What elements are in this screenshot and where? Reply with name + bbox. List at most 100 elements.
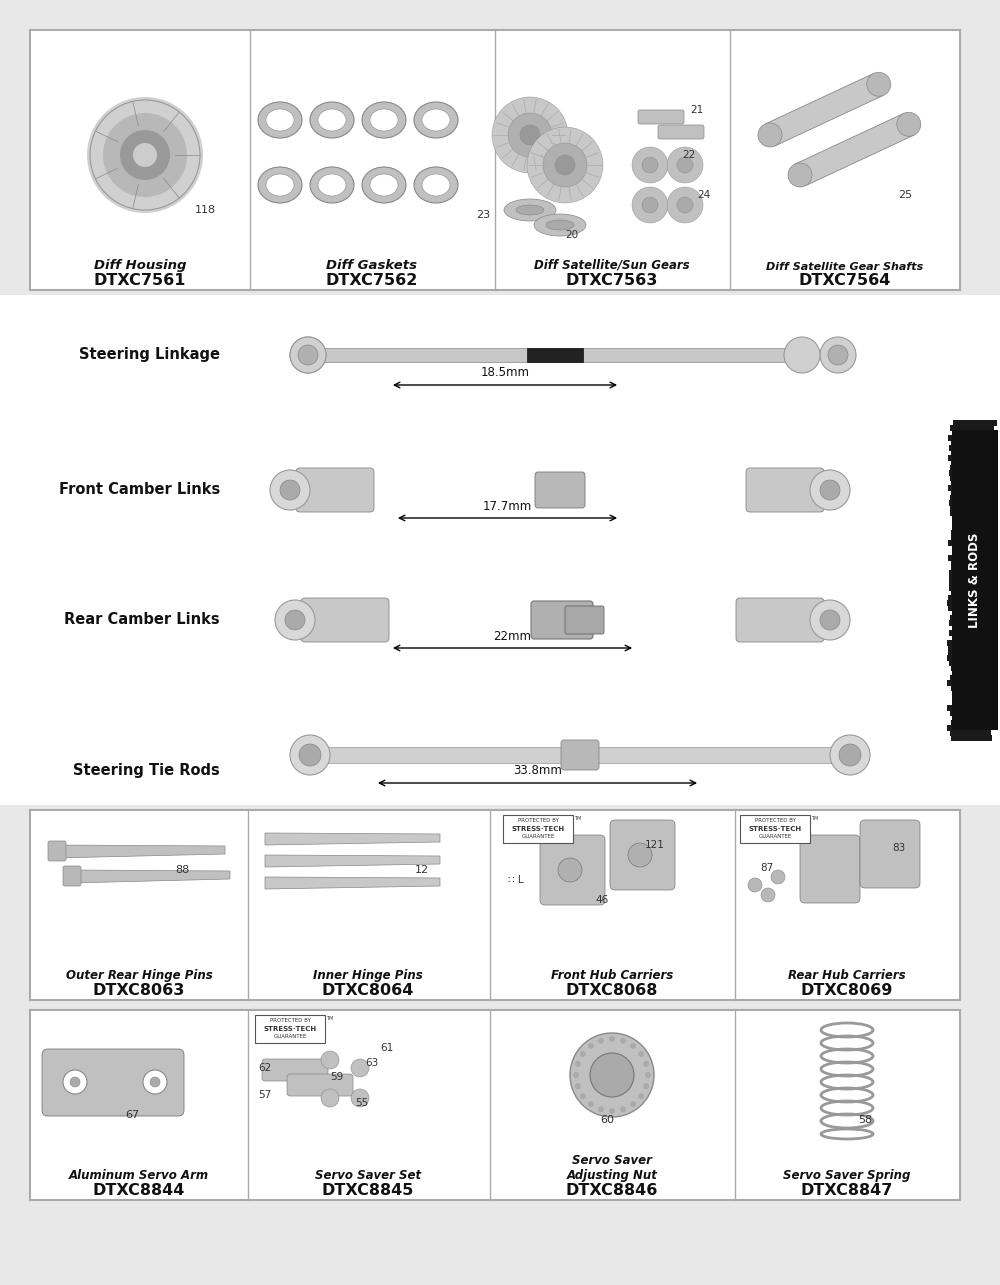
Bar [947, 650, 986, 657]
Bar [948, 630, 990, 636]
FancyBboxPatch shape [531, 601, 593, 639]
Circle shape [677, 197, 693, 213]
Text: 18.5mm: 18.5mm [480, 366, 530, 379]
Text: 22mm: 22mm [494, 630, 532, 642]
Text: 60: 60 [600, 1115, 614, 1124]
FancyBboxPatch shape [301, 598, 389, 642]
Circle shape [555, 155, 575, 175]
Circle shape [580, 1094, 586, 1099]
Circle shape [588, 1043, 594, 1049]
Circle shape [351, 1059, 369, 1077]
Bar [953, 680, 992, 686]
Text: DTXC8846: DTXC8846 [566, 1183, 658, 1198]
Text: 33.8mm: 33.8mm [513, 765, 562, 777]
Bar [950, 436, 993, 441]
Circle shape [290, 337, 326, 373]
Bar [949, 669, 990, 676]
Text: STRESS·TECH: STRESS·TECH [511, 826, 565, 831]
Ellipse shape [266, 109, 294, 131]
Circle shape [820, 481, 840, 500]
FancyBboxPatch shape [296, 468, 374, 511]
Ellipse shape [362, 167, 406, 203]
Ellipse shape [310, 102, 354, 137]
Bar [948, 666, 987, 671]
Circle shape [598, 1106, 604, 1113]
Bar [951, 484, 991, 491]
Bar [951, 635, 993, 641]
Bar [949, 425, 990, 430]
Bar [950, 450, 992, 456]
FancyBboxPatch shape [638, 111, 684, 123]
Ellipse shape [318, 109, 346, 131]
Circle shape [150, 1077, 160, 1087]
FancyBboxPatch shape [48, 840, 66, 861]
Circle shape [630, 1043, 636, 1049]
Text: Servo Saver
Adjusting Nut: Servo Saver Adjusting Nut [567, 1154, 657, 1182]
Circle shape [575, 1083, 581, 1090]
Bar [949, 610, 988, 616]
Text: 12: 12 [415, 865, 429, 875]
Text: 61: 61 [380, 1043, 393, 1052]
Text: 58: 58 [858, 1115, 872, 1124]
FancyBboxPatch shape [860, 820, 920, 888]
Text: Servo Saver Spring: Servo Saver Spring [783, 1169, 911, 1182]
Text: 118: 118 [195, 206, 216, 215]
Text: DTXC8069: DTXC8069 [801, 983, 893, 998]
Polygon shape [795, 113, 914, 186]
Text: DTXC7561: DTXC7561 [94, 272, 186, 288]
Circle shape [761, 888, 775, 902]
Text: Rear Hub Carriers: Rear Hub Carriers [788, 969, 906, 982]
Text: 20: 20 [565, 230, 578, 240]
Bar [948, 714, 994, 721]
Text: GUARANTEE: GUARANTEE [273, 1034, 307, 1040]
Bar [948, 455, 987, 461]
Ellipse shape [414, 102, 458, 137]
Text: DTXC8068: DTXC8068 [566, 983, 658, 998]
Circle shape [299, 744, 321, 766]
Text: PROTECTED BY: PROTECTED BY [755, 819, 795, 824]
FancyBboxPatch shape [535, 472, 585, 508]
Ellipse shape [266, 173, 294, 197]
Circle shape [642, 197, 658, 213]
Bar [949, 439, 993, 446]
Circle shape [520, 125, 540, 145]
Bar [951, 555, 990, 562]
Circle shape [839, 744, 861, 766]
Circle shape [321, 1088, 339, 1106]
FancyBboxPatch shape [262, 1059, 328, 1081]
Bar [952, 550, 992, 556]
Circle shape [867, 72, 891, 96]
Text: STRESS·TECH: STRESS·TECH [748, 826, 802, 831]
Bar [948, 470, 988, 475]
Bar [314, 747, 846, 763]
Bar [527, 348, 583, 362]
FancyBboxPatch shape [746, 468, 824, 511]
Text: 17.7mm: 17.7mm [483, 500, 532, 513]
Text: GUARANTEE: GUARANTEE [521, 834, 555, 839]
Ellipse shape [422, 173, 450, 197]
Circle shape [643, 1083, 649, 1090]
Bar [503, 815, 573, 843]
Bar [952, 655, 992, 660]
Text: ∷ L: ∷ L [508, 875, 524, 885]
Circle shape [598, 1038, 604, 1043]
Ellipse shape [258, 102, 302, 137]
Bar [948, 460, 989, 466]
Circle shape [133, 143, 157, 167]
Text: PROTECTED BY: PROTECTED BY [518, 819, 558, 824]
Text: 55: 55 [355, 1097, 368, 1108]
Bar [950, 690, 992, 696]
Text: DTXC8064: DTXC8064 [322, 983, 414, 998]
Bar [952, 515, 992, 520]
Ellipse shape [370, 109, 398, 131]
FancyBboxPatch shape [540, 835, 605, 905]
Text: 25: 25 [898, 190, 912, 200]
Circle shape [580, 1051, 586, 1056]
Bar [948, 545, 991, 551]
Circle shape [784, 337, 820, 373]
Text: 24: 24 [697, 190, 710, 200]
Bar [952, 625, 994, 631]
Circle shape [321, 1051, 339, 1069]
Circle shape [290, 735, 330, 775]
Text: Diff Satellite Gear Shafts: Diff Satellite Gear Shafts [766, 262, 924, 272]
